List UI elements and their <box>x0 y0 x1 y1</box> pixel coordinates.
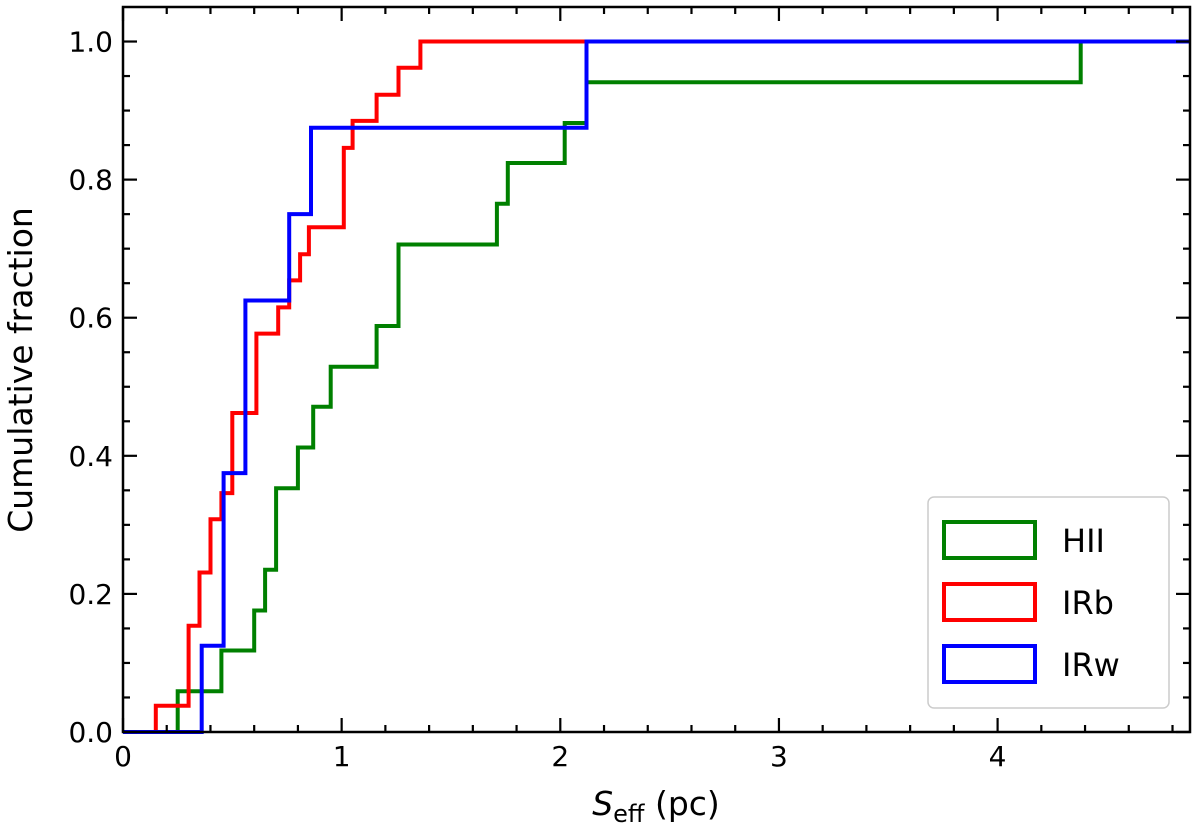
y-tick-label: 0.8 <box>68 164 113 197</box>
legend-swatch-hii <box>942 520 1037 560</box>
x-axis-label-subscript: eff <box>613 800 645 828</box>
legend-swatch-irb <box>942 582 1037 622</box>
x-axis-label-symbol: S <box>592 784 613 823</box>
y-tick-label: 0.2 <box>68 578 113 611</box>
x-tick-label: 0 <box>114 740 132 773</box>
y-tick-label: 0.6 <box>68 302 113 335</box>
legend-swatch-irw <box>942 644 1037 684</box>
y-axis-label: Cumulative fraction <box>1 207 40 533</box>
y-tick-label: 1.0 <box>68 26 113 59</box>
x-tick-label: 3 <box>770 740 788 773</box>
legend: HII IRb IRw <box>927 496 1170 709</box>
y-tick-label: 0.4 <box>68 440 113 473</box>
legend-label-irb: IRb <box>1062 584 1114 622</box>
x-tick-label: 4 <box>989 740 1007 773</box>
series-layer <box>123 39 1190 734</box>
plot-frame <box>121 5 1192 734</box>
legend-label-hii: HII <box>1062 522 1105 560</box>
series-line-irw <box>123 39 1190 734</box>
legend-label-irw: IRw <box>1062 646 1120 684</box>
legend-box <box>927 496 1170 709</box>
ticks-layer: 0 1 2 3 4 0.0 0.2 0.4 0.6 0.8 1.0 <box>68 7 1190 773</box>
x-tick-label: 2 <box>551 740 569 773</box>
x-tick-label: 1 <box>333 740 351 773</box>
series-line-irb <box>123 39 587 734</box>
x-axis-label: Seff (pc) <box>592 784 720 828</box>
y-tick-label: 0.0 <box>68 716 113 749</box>
x-axis-label-unit: (pc) <box>644 784 719 823</box>
